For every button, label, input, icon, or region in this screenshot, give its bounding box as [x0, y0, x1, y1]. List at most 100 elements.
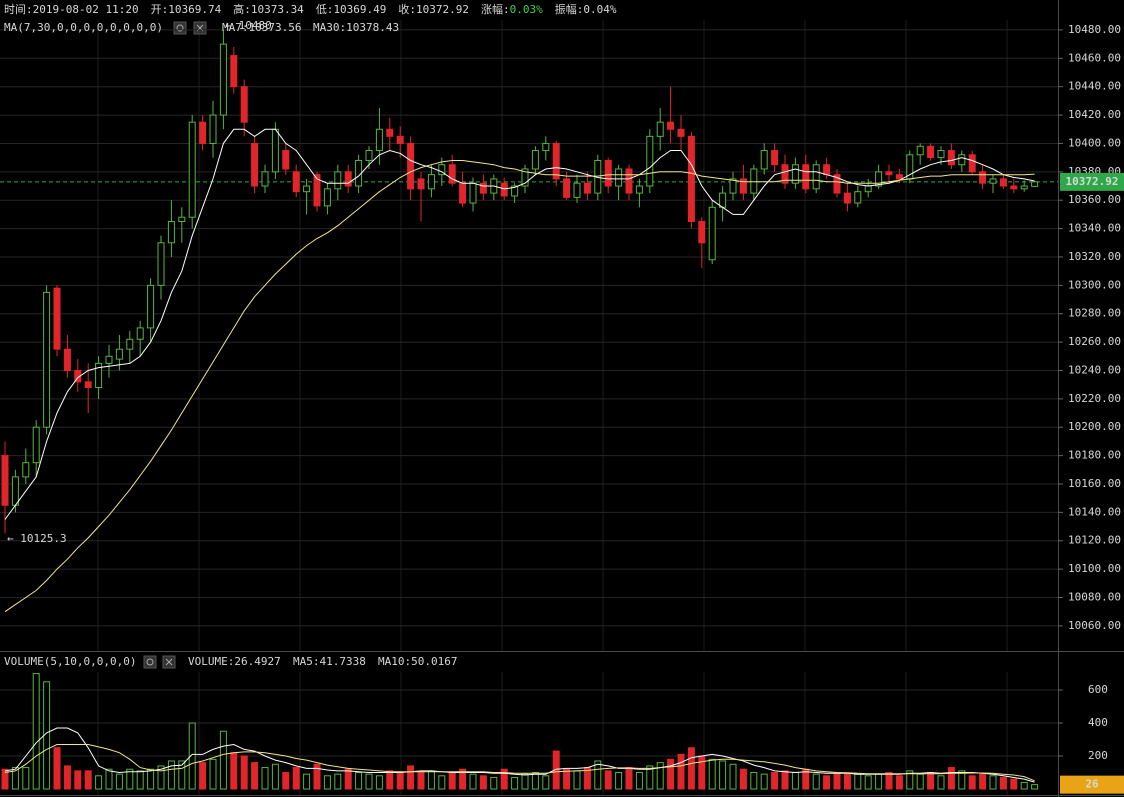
- max-annotation: ← 10480: [225, 19, 271, 32]
- volume-bar: [708, 758, 716, 790]
- candle-body: [417, 178, 425, 190]
- candle-body: [282, 150, 290, 170]
- candle-body: [875, 171, 883, 187]
- grid-layer: [0, 29, 1063, 757]
- volume-bar: [355, 772, 363, 790]
- candle-body: [646, 135, 654, 187]
- candle-body: [469, 182, 477, 204]
- volume-bar: [282, 772, 290, 790]
- candle-body: [895, 174, 903, 180]
- volume-bar: [823, 775, 831, 790]
- candle-body: [240, 86, 248, 123]
- candle-body: [147, 284, 155, 329]
- candle-body: [157, 242, 165, 286]
- y-tick-label: 200: [1088, 749, 1108, 762]
- volume-bar: [843, 773, 851, 790]
- candle-body: [667, 121, 675, 130]
- header-label: 开:: [151, 3, 169, 16]
- candle-body: [219, 43, 227, 116]
- volume-bar: [604, 770, 612, 790]
- volume-bar: [292, 767, 300, 790]
- y-tick-label: 600: [1088, 683, 1108, 696]
- min-annotation: ← 10125.3: [7, 532, 67, 545]
- volume-bar: [209, 758, 217, 790]
- y-tick-label: 10360.00: [1068, 193, 1121, 206]
- volume-bar: [781, 770, 789, 790]
- candle-body: [375, 128, 383, 152]
- y-tick-label: 10240.00: [1068, 363, 1121, 376]
- candle-body: [209, 114, 217, 144]
- volume-bar: [771, 772, 779, 790]
- volume-bar: [864, 775, 872, 790]
- volume-bar: [375, 775, 383, 790]
- volume-bar: [261, 767, 269, 790]
- volume-bar: [563, 768, 571, 790]
- candle-body: [531, 150, 539, 170]
- settings-icons[interactable]: [143, 21, 207, 669]
- volume-bar: [167, 760, 175, 790]
- candle-body: [615, 168, 623, 187]
- candle-body: [500, 182, 508, 197]
- candle-body: [708, 206, 716, 261]
- y-tick-label: 10460.00: [1068, 51, 1121, 64]
- candle-body: [32, 426, 40, 464]
- volume-bar: [448, 772, 456, 790]
- volume-bar: [916, 773, 924, 790]
- volume-bar: [812, 773, 820, 790]
- candle-body: [583, 182, 591, 194]
- candle-body: [115, 348, 123, 360]
- candle-body: [63, 348, 71, 371]
- last-value-box: [1060, 775, 1124, 794]
- y-tick-label: 10120.00: [1068, 534, 1121, 547]
- volume-bar: [427, 770, 435, 790]
- candle-body: [656, 121, 664, 137]
- candle-body: [313, 174, 321, 207]
- volume-bar: [32, 673, 40, 790]
- header-value: 10369.49: [333, 3, 386, 16]
- candle-body: [739, 178, 747, 194]
- candle-body: [251, 142, 259, 187]
- candle-body: [167, 220, 175, 244]
- volume-bar: [958, 770, 966, 790]
- volume-bar: [74, 770, 82, 790]
- volume-bar: [386, 770, 394, 790]
- volume-bar: [760, 773, 768, 790]
- y-tick-label: 10080.00: [1068, 591, 1121, 604]
- candle-body: [916, 145, 924, 156]
- candle-body: [521, 168, 529, 187]
- volume-bar: [251, 762, 259, 790]
- candle-body: [53, 287, 61, 350]
- candle-body: [188, 121, 196, 218]
- volume-bar: [687, 747, 695, 790]
- volume-bar: [906, 770, 914, 790]
- header-label: 涨幅:: [481, 3, 510, 16]
- volume-bar: [791, 772, 799, 790]
- last-value-label: 10372.92: [1066, 175, 1119, 188]
- candle-body: [427, 174, 435, 190]
- legend-entry: MA5:41.7338: [293, 655, 366, 668]
- candle-body: [635, 185, 643, 194]
- volume-bar: [542, 775, 550, 790]
- y-tick-label: 10340.00: [1068, 222, 1121, 235]
- candle-body: [604, 159, 612, 187]
- volume-bar: [188, 722, 196, 790]
- candle-body: [271, 128, 279, 173]
- volume-bar: [635, 772, 643, 790]
- volume-bar: [739, 768, 747, 790]
- volume-bar: [1031, 784, 1039, 790]
- candle-body: [843, 192, 851, 204]
- volume-bar: [365, 773, 373, 790]
- header-label: 振幅:: [555, 2, 584, 16]
- candle-body: [1031, 181, 1039, 187]
- header-label: 时间:: [4, 3, 33, 16]
- volume-bar: [63, 765, 71, 790]
- candle-body: [105, 355, 113, 364]
- volume-bar: [677, 753, 685, 790]
- candle-body: [864, 185, 872, 193]
- volume-bar: [417, 772, 425, 790]
- y-tick-label: 10200.00: [1068, 420, 1121, 433]
- y-tick-label: 10060.00: [1068, 619, 1121, 632]
- volume-bar: [511, 776, 519, 790]
- candle-body: [1, 455, 9, 506]
- volume-bar: [854, 773, 862, 790]
